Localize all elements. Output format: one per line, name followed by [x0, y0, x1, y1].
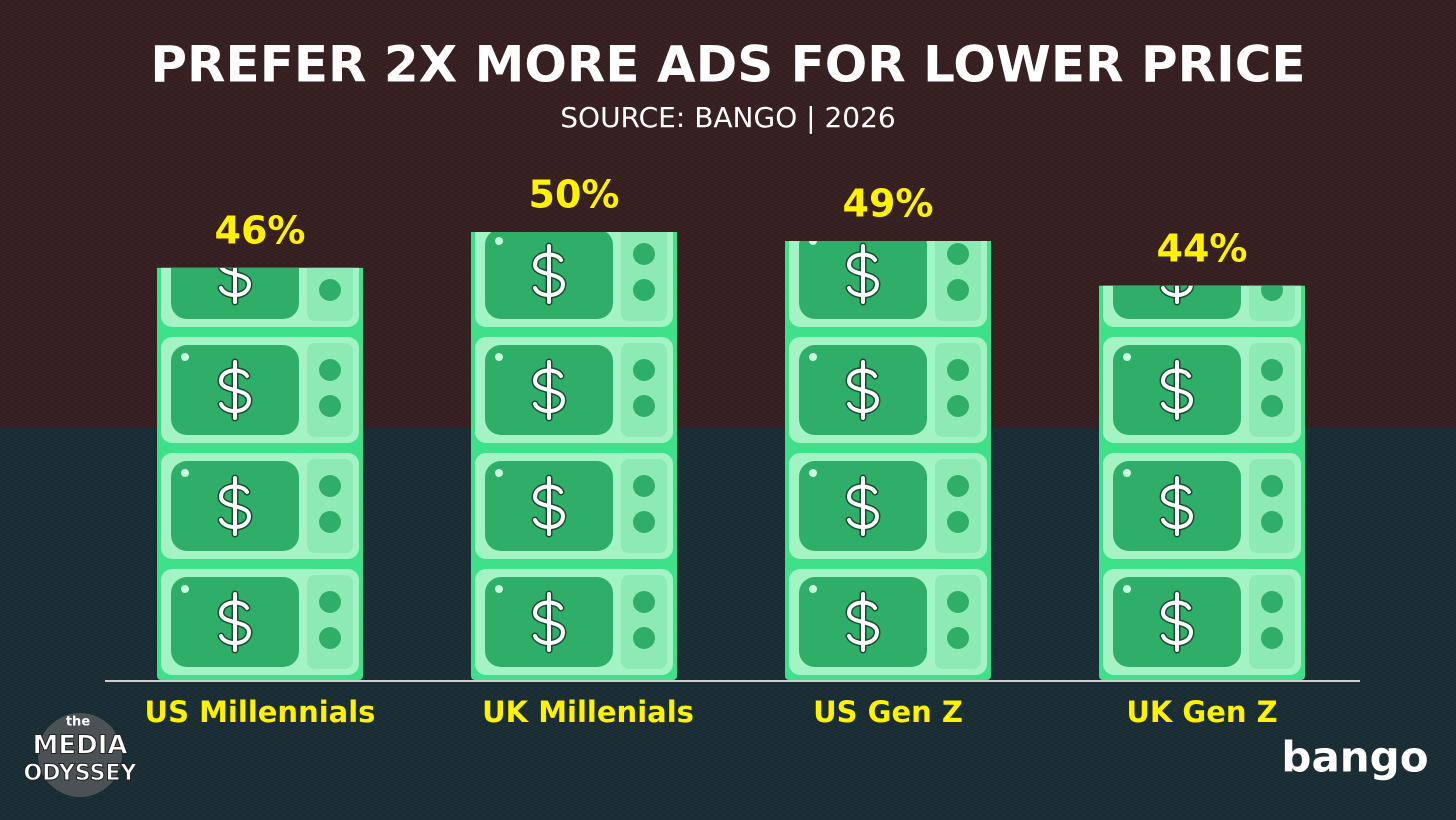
tv-glint	[495, 585, 503, 593]
bar-icons	[157, 267, 363, 679]
tv-knob	[947, 511, 969, 533]
tv-knob	[319, 627, 341, 649]
tv-knob	[947, 243, 969, 265]
tv-glint	[1123, 585, 1131, 593]
tv-glint	[809, 469, 817, 477]
tv-knob	[1261, 359, 1283, 381]
tv-knob	[319, 475, 341, 497]
tv-knob	[633, 359, 655, 381]
tv-glint	[495, 469, 503, 477]
tv-panel	[307, 459, 353, 553]
tv-glint	[809, 585, 817, 593]
tv-panel	[621, 232, 667, 321]
tv-panel	[1249, 459, 1295, 553]
tv-knob	[633, 627, 655, 649]
x-tick-label: UK Millenials	[482, 695, 694, 729]
bar-icons	[471, 232, 677, 679]
tv-panel	[621, 575, 667, 669]
tv-knob	[947, 359, 969, 381]
tv-knob	[947, 627, 969, 649]
dollar-sign	[846, 592, 880, 652]
dollar-sign	[846, 476, 880, 536]
dollar-sign	[218, 360, 252, 420]
dollar-sign	[1160, 592, 1194, 652]
dollar-sign	[532, 476, 566, 536]
tv-knob	[947, 279, 969, 301]
tv-glint	[1123, 469, 1131, 477]
tv-panel	[1249, 285, 1295, 321]
value-label: 46%	[215, 208, 306, 252]
bar-icons	[785, 240, 991, 679]
dollar-sign	[219, 267, 252, 304]
x-tick-label: US Millennials	[145, 695, 376, 729]
chart-title: PREFER 2X MORE ADS FOR LOWER PRICE	[150, 36, 1305, 94]
tv-glint	[1123, 353, 1131, 361]
tv-panel	[307, 575, 353, 669]
x-tick-label: US Gen Z	[813, 695, 963, 729]
media-odyssey-logo: the MEDIA ODYSSEY	[23, 713, 138, 797]
tv-glint	[181, 469, 189, 477]
tv-knob	[947, 591, 969, 613]
dollar-sign	[1160, 360, 1194, 420]
tv-knob	[319, 279, 341, 301]
tv-knob	[947, 475, 969, 497]
value-label: 50%	[529, 173, 620, 217]
tv-knob	[947, 395, 969, 417]
tv-panel	[1249, 575, 1295, 669]
tv-panel	[307, 343, 353, 437]
value-label: 44%	[1157, 226, 1248, 270]
tv-knob	[319, 511, 341, 533]
tv-knob	[633, 591, 655, 613]
tv-knob	[1261, 285, 1283, 301]
tv-knob	[633, 395, 655, 417]
tv-panel	[935, 459, 981, 553]
dollar-sign	[846, 244, 880, 304]
value-label: 49%	[843, 181, 934, 225]
dollar-sign	[532, 244, 566, 304]
tv-glint	[495, 237, 503, 245]
tv-panel	[1249, 343, 1295, 437]
tv-knob	[1261, 591, 1283, 613]
tv-glint	[809, 240, 817, 245]
tv-knob	[633, 511, 655, 533]
tv-knob	[1261, 511, 1283, 533]
tv-panel	[935, 240, 981, 321]
tv-knob	[1261, 395, 1283, 417]
tv-knob	[633, 279, 655, 301]
logo-text: MEDIA	[32, 731, 127, 761]
dollar-sign	[1160, 476, 1194, 536]
dollar-sign	[1161, 285, 1193, 304]
dollar-sign	[532, 592, 566, 652]
tv-knob	[633, 243, 655, 265]
tv-panel	[621, 343, 667, 437]
tv-panel	[935, 343, 981, 437]
tv-glint	[181, 585, 189, 593]
tv-panel	[935, 575, 981, 669]
tv-knob	[319, 395, 341, 417]
bar-icons	[1099, 285, 1305, 679]
tv-knob	[319, 359, 341, 381]
dollar-sign	[218, 476, 252, 536]
dollar-sign	[846, 360, 880, 420]
tv-glint	[495, 353, 503, 361]
tv-knob	[1261, 627, 1283, 649]
chart-subtitle: SOURCE: BANGO | 2026	[560, 101, 895, 134]
tv-knob	[319, 591, 341, 613]
tv-panel	[621, 459, 667, 553]
dollar-sign	[218, 592, 252, 652]
tv-glint	[181, 353, 189, 361]
bango-logo: bango	[1281, 733, 1428, 782]
tv-glint	[809, 353, 817, 361]
dollar-sign	[532, 360, 566, 420]
x-tick-label: UK Gen Z	[1126, 695, 1277, 729]
tv-knob	[633, 475, 655, 497]
logo-text: the	[66, 715, 90, 730]
logo-text: ODYSSEY	[24, 761, 138, 786]
logo-globe	[38, 713, 122, 797]
tv-knob	[1261, 475, 1283, 497]
